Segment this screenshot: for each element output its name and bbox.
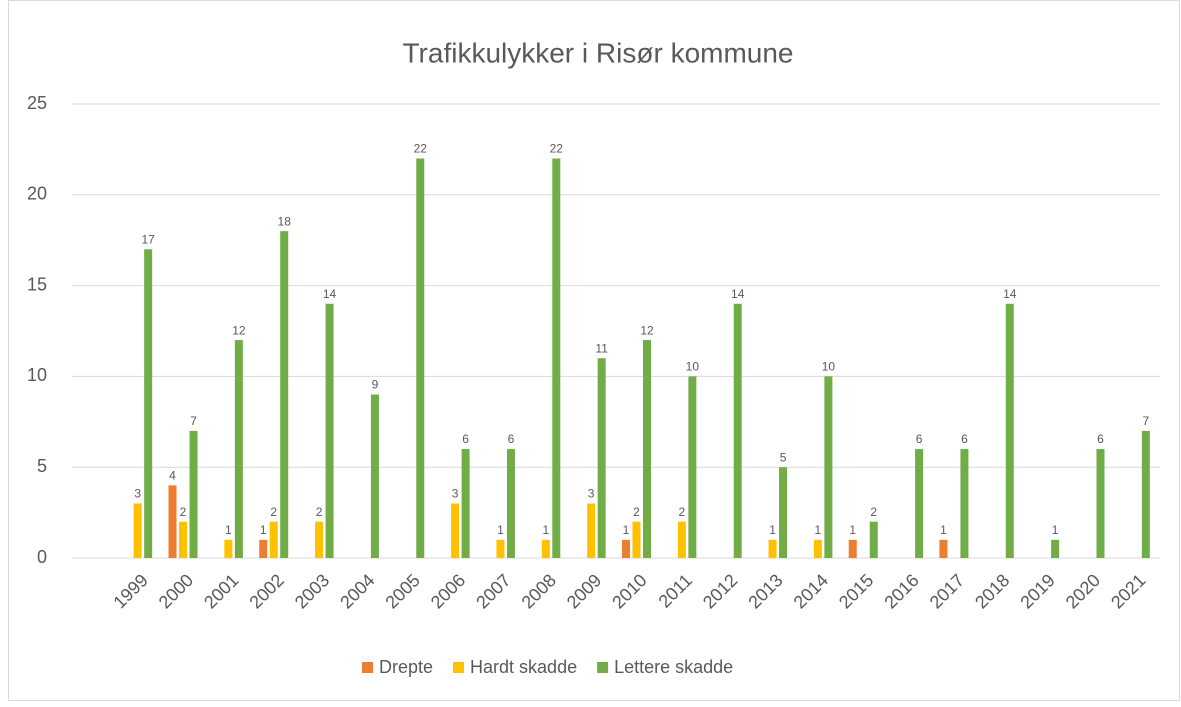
data-label: 2: [316, 505, 323, 519]
data-label: 17: [141, 232, 155, 246]
data-label: 6: [916, 432, 923, 446]
bar: [461, 449, 470, 558]
bar: [496, 539, 505, 558]
data-label: 1: [815, 523, 822, 537]
bar: [280, 231, 289, 558]
data-label: 12: [232, 323, 246, 337]
legend-label: Lettere skadde: [614, 657, 733, 677]
y-tick-label: 0: [37, 547, 47, 567]
y-tick-label: 20: [27, 184, 47, 204]
data-label: 18: [278, 214, 292, 228]
y-tick-label: 10: [27, 365, 47, 385]
data-label: 10: [686, 360, 700, 374]
bar: [768, 539, 777, 558]
data-label: 10: [822, 360, 836, 374]
bar: [848, 539, 857, 558]
data-label: 1: [623, 523, 630, 537]
data-label: 7: [190, 414, 197, 428]
data-label: 14: [1003, 287, 1017, 301]
data-label: 2: [679, 505, 686, 519]
bar: [939, 539, 948, 558]
bar: [1141, 430, 1150, 558]
bar: [677, 521, 686, 558]
bar: [416, 158, 425, 559]
bar: [133, 503, 142, 558]
legend-label: Drepte: [379, 657, 433, 677]
bar: [824, 376, 833, 558]
data-label: 6: [1097, 432, 1104, 446]
data-label: 9: [372, 378, 379, 392]
data-label: 7: [1142, 414, 1149, 428]
data-label: 1: [260, 523, 267, 537]
y-tick-label: 5: [37, 456, 47, 476]
data-label: 12: [640, 323, 654, 337]
bar: [622, 539, 630, 558]
data-label: 2: [870, 505, 877, 519]
bar: [269, 521, 278, 558]
data-label: 1: [225, 523, 232, 537]
chart-frame: [8, 0, 1180, 701]
bar: [643, 340, 651, 558]
data-label: 1: [497, 523, 504, 537]
bar: [597, 358, 606, 558]
bar: [1005, 303, 1014, 558]
bar: [587, 503, 596, 558]
bar: [733, 303, 742, 558]
bar: [315, 521, 324, 558]
bar: [325, 303, 334, 558]
bar: [179, 521, 188, 558]
data-label: 14: [323, 287, 337, 301]
data-label: 6: [961, 432, 968, 446]
data-label: 4: [169, 469, 176, 483]
legend-swatch: [453, 662, 465, 673]
data-label: 1: [849, 523, 856, 537]
bar: [224, 539, 233, 558]
legend-swatch: [597, 662, 609, 673]
data-label: 22: [414, 142, 428, 156]
data-label: 5: [780, 450, 787, 464]
data-label: 2: [180, 505, 187, 519]
bar: [1051, 539, 1060, 558]
data-label: 3: [134, 487, 141, 501]
bar: [168, 485, 177, 558]
bar: [144, 249, 153, 558]
bar: [541, 539, 550, 558]
bar: [234, 340, 243, 558]
data-label: 3: [588, 487, 595, 501]
legend-label: Hardt skadde: [470, 657, 577, 677]
data-label: 1: [542, 523, 549, 537]
bar: [370, 394, 379, 558]
data-label: 1: [1052, 523, 1059, 537]
data-label: 6: [508, 432, 515, 446]
data-label: 11: [595, 341, 608, 355]
data-label: 6: [462, 432, 469, 446]
data-label: 1: [769, 523, 776, 537]
bar: [506, 449, 515, 558]
data-label: 14: [731, 287, 745, 301]
bar: [451, 503, 460, 558]
bar: [779, 467, 788, 558]
data-label: 22: [550, 142, 564, 156]
y-tick-label: 25: [27, 93, 47, 113]
data-label: 2: [633, 505, 640, 519]
bar: [960, 449, 969, 558]
bar: [189, 430, 198, 558]
bar: [259, 539, 268, 558]
bar: [688, 376, 697, 558]
bar: [915, 449, 924, 558]
bar: [1096, 449, 1105, 558]
bar: [632, 521, 641, 558]
data-label: 1: [940, 523, 947, 537]
data-label: 2: [270, 505, 277, 519]
y-tick-label: 15: [27, 274, 47, 294]
data-label: 3: [452, 487, 459, 501]
bar: [869, 521, 878, 558]
bar: [552, 158, 561, 559]
bar: [813, 539, 822, 558]
chart-title: Trafikkulykker i Risør kommune: [402, 37, 793, 68]
legend-swatch: [362, 662, 373, 673]
